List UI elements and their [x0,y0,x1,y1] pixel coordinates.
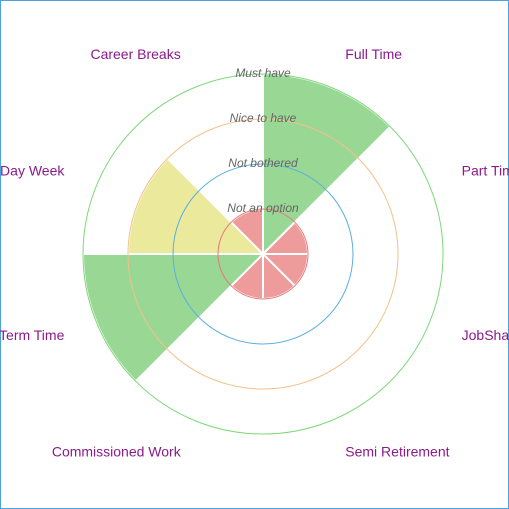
r-tick-label: Not bothered [228,156,298,170]
category-label: Term Time [0,327,65,343]
grid-circle [127,118,399,390]
category-label: Part Time [462,162,509,178]
grid-circle [217,208,309,300]
r-tick-label: Must have [235,66,291,80]
category-label: Full Time [345,46,402,62]
grid-circle [82,73,444,435]
r-tick-label: Not an option [227,201,299,215]
grid-circle [172,163,354,345]
r-tick-label: Nice to have [230,111,297,125]
category-label: 4 Day Week [0,162,65,178]
category-label: Career Breaks [90,46,180,62]
category-label: JobShare [462,327,509,343]
category-label: Commissioned Work [52,443,182,459]
category-label: Semi Retirement [345,443,449,459]
